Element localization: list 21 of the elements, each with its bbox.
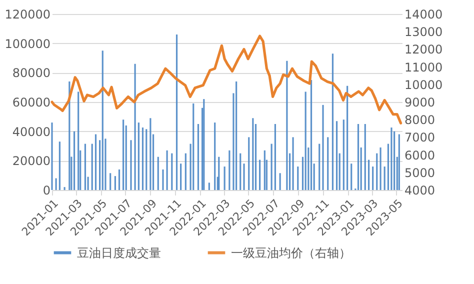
y2-tick-label: 13000 — [404, 25, 443, 40]
y-tick-label: 120000 — [4, 8, 50, 22]
legend-label: 一级豆油均价（右轴） — [231, 246, 351, 260]
y-tick-label: 100000 — [4, 36, 50, 51]
y-tick-label: 80000 — [12, 66, 50, 80]
y2-tick-label: 14000 — [404, 8, 443, 22]
y2-tick-label: 9000 — [404, 96, 436, 110]
legend-label: 豆油日度成交量 — [77, 246, 161, 260]
y-tick-label: 0 — [42, 184, 50, 198]
y-tick-label: 40000 — [12, 124, 50, 139]
line-series — [50, 34, 402, 124]
y2-tick-label: 7000 — [404, 130, 436, 145]
y2-tick-label: 5000 — [404, 166, 436, 180]
y-tick-label: 60000 — [12, 96, 50, 110]
y2-tick-label: 11000 — [404, 60, 443, 74]
y2-tick-label: 6000 — [404, 148, 436, 162]
y2-tick-label: 8000 — [404, 113, 436, 128]
y2-tick-label: 10000 — [404, 78, 443, 92]
y2-tick-label: 12000 — [404, 42, 443, 57]
y2-tick-label: 4000 — [404, 184, 436, 198]
y-tick-label: 20000 — [12, 154, 50, 168]
